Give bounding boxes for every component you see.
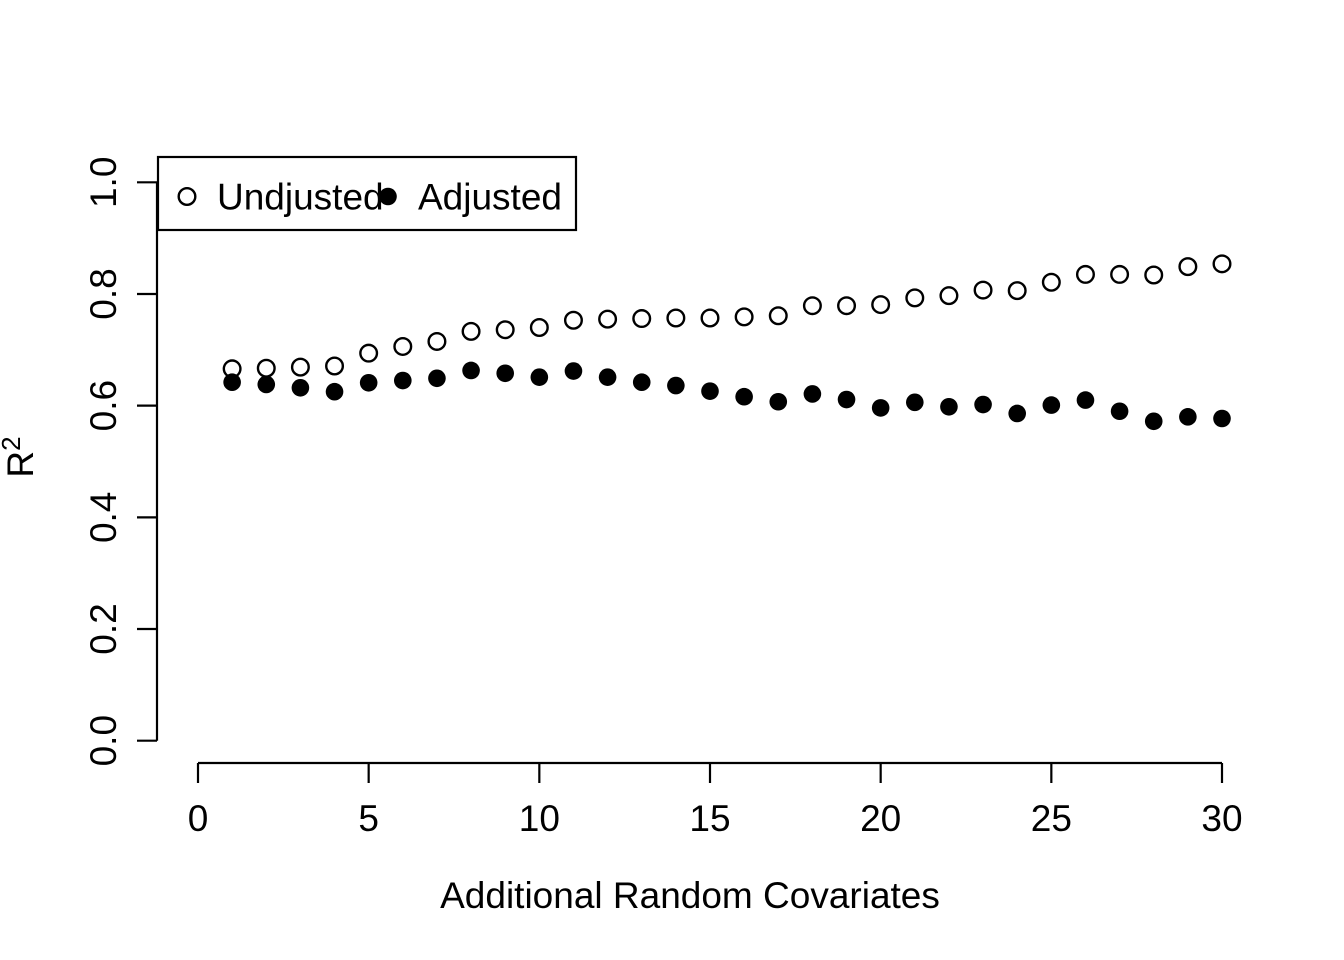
data-point-undjusted [393,336,413,356]
data-point-undjusted [529,317,549,337]
data-point-undjusted [837,296,857,316]
data-point-undjusted [905,288,925,308]
y-tick-label: 0.6 [83,380,124,431]
data-point-undjusted [325,356,345,376]
data-point-adjusted [1008,404,1026,423]
data-point-adjusted [906,393,924,412]
data-point-undjusted [939,286,959,306]
y-tick-label: 0.4 [83,492,124,543]
x-tick-label: 20 [860,798,901,839]
data-point-undjusted [1178,257,1198,277]
data-point-undjusted [359,343,379,363]
data-point-adjusted [871,399,890,417]
data-point-undjusted [871,295,891,315]
data-point-undjusted [563,310,583,330]
data-point-adjusted [632,373,651,392]
data-point-adjusted [1144,412,1163,431]
data-point-adjusted [1042,396,1061,414]
data-point-adjusted [701,382,719,400]
data-point-adjusted [769,392,788,411]
legend-box [156,155,578,232]
y-tick-label: 0.2 [83,603,124,654]
data-point-undjusted [1110,264,1130,284]
data-point-adjusted [1179,408,1197,426]
legend-marker-open-circle [177,186,197,206]
x-axis-title: Additional Random Covariates [440,875,940,916]
data-point-adjusted [1110,402,1129,421]
data-point-adjusted [1213,409,1231,428]
data-point-undjusted [632,309,652,329]
legend-label: Adjusted [418,177,562,218]
data-point-adjusted [530,368,549,386]
data-point-adjusted [735,387,753,406]
data-point-adjusted [598,368,617,386]
x-tick-label: 25 [1031,798,1072,839]
data-point-undjusted [1007,281,1027,301]
data-point-adjusted [1076,391,1095,409]
data-point-adjusted [359,373,378,392]
x-tick-label: 10 [519,798,560,839]
data-point-undjusted [973,280,993,300]
data-point-undjusted [598,309,618,329]
x-tick-label: 15 [689,798,730,839]
data-point-undjusted [1144,265,1164,285]
data-point-adjusted [837,390,856,409]
data-point-undjusted [1212,254,1232,274]
x-tick-label: 30 [1201,798,1242,839]
data-point-adjusted [974,395,992,414]
data-point-undjusted [1041,272,1061,292]
y-tick-label: 0.8 [83,268,124,319]
data-point-adjusted [291,378,310,397]
data-point-adjusted [496,364,514,383]
y-tick-label: 1.0 [83,157,124,208]
data-point-adjusted [428,369,446,388]
y-tick-label: 0.0 [83,715,124,766]
legend-marker-filled-circle [379,187,397,206]
data-point-adjusted [564,362,583,380]
data-point-undjusted [461,321,481,341]
data-point-undjusted [290,357,310,377]
data-point-adjusted [223,373,241,392]
data-point-adjusted [940,397,958,416]
data-point-adjusted [803,385,822,403]
data-point-adjusted [394,371,412,390]
data-point-undjusted [768,306,788,326]
data-point-undjusted [700,308,720,328]
data-point-undjusted [256,358,276,378]
data-point-undjusted [427,331,447,351]
x-tick-label: 5 [358,798,379,839]
y-axis-title: R2 [0,436,41,477]
x-tick-label: 0 [188,798,209,839]
data-point-adjusted [257,375,276,394]
data-point-undjusted [734,307,754,327]
legend-label: Undjusted [217,177,384,218]
data-point-undjusted [802,296,822,316]
data-point-undjusted [1075,264,1095,284]
data-point-adjusted [462,361,480,380]
data-point-undjusted [495,320,515,340]
data-point-adjusted [325,382,344,401]
data-point-undjusted [666,308,686,328]
data-point-adjusted [667,376,685,395]
